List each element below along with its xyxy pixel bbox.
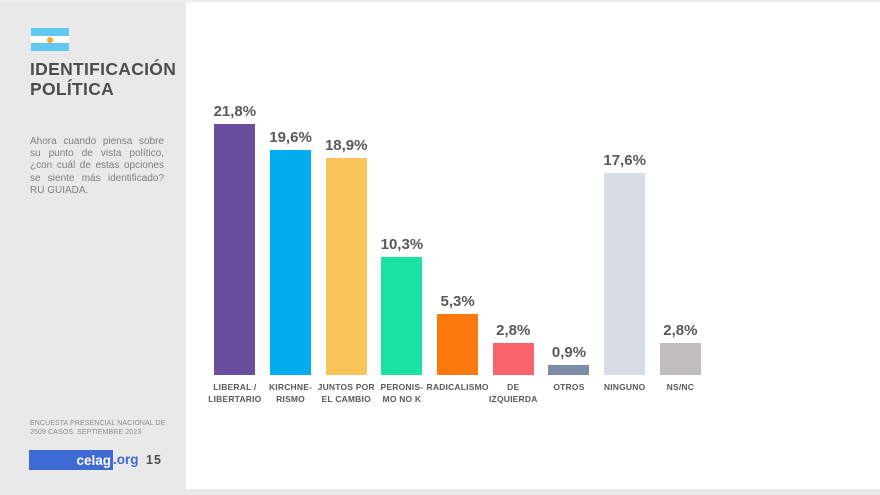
category-label: KIRCHNE- RISMO <box>255 382 327 406</box>
bar-value-label: 17,6% <box>603 151 646 169</box>
footer-row: celag .org 15 <box>29 450 162 471</box>
survey-note-line-1: ENCUESTA PRESENCIAL NACIONAL DE <box>30 420 166 427</box>
flag-stripe-bottom <box>31 43 69 52</box>
category-label: NINGUNO <box>589 382 661 394</box>
bar-value-label: 2,8% <box>663 321 698 339</box>
page-title-line-1: IDENTIFICACIÓN <box>30 59 177 79</box>
bar <box>492 342 534 375</box>
bar-column: 10,3% PERONIS- MO NO K <box>374 235 430 404</box>
top-edge-divider <box>0 0 880 2</box>
bar <box>659 342 701 375</box>
category-label-line: PERONIS- <box>380 382 424 392</box>
bottom-edge-divider <box>0 489 880 495</box>
category-label-line: NS/NC <box>666 382 695 392</box>
bar-column: 2,8% NS/NC <box>653 321 709 392</box>
category-label: PERONIS- MO NO K <box>366 382 438 406</box>
page-number: 15 <box>146 453 162 467</box>
argentina-flag-icon <box>31 28 69 52</box>
bar-value-label: 21,8% <box>213 103 257 121</box>
chart-area: 21,8% LIBERAL / LIBERTARIO 19,6% KIRCHNE- RIS… <box>186 0 880 495</box>
category-label-line: LIBERAL / <box>213 382 257 392</box>
category-label-line: NINGUNO <box>603 382 646 392</box>
bar-column: 17,6% NINGUNO <box>597 151 653 392</box>
bar <box>548 364 590 375</box>
celag-logo-box: celag <box>29 450 113 470</box>
celag-logo-suffix: .org <box>113 452 139 467</box>
bar-value-label: 10,3% <box>380 235 424 253</box>
category-label: JUNTOS POR EL CAMBIO <box>310 382 382 406</box>
category-label-line: JUNTOS POR <box>317 382 375 392</box>
bar-value-label: 2,8% <box>496 321 531 339</box>
bar-column: 21,8% LIBERAL / LIBERTARIO <box>207 103 263 404</box>
category-label-line: IZQUIERDA <box>489 393 538 404</box>
category-label-line: EL CAMBIO <box>321 393 371 404</box>
bar <box>437 314 479 375</box>
category-label: NS/NC <box>644 382 716 394</box>
celag-logo-link[interactable]: celag .org <box>29 450 139 470</box>
category-label: RADICALISMO <box>422 382 494 394</box>
category-label: DE IZQUIERDA <box>477 382 549 406</box>
category-label-line: KIRCHNE- <box>268 382 313 392</box>
category-label: LIBERAL / LIBERTARIO <box>199 382 271 406</box>
category-label-line: OTROS <box>553 382 585 392</box>
flag-stripe-middle <box>31 35 69 44</box>
bar-column: 0,9% OTROS <box>541 343 597 392</box>
bar <box>325 157 367 375</box>
survey-note: ENCUESTA PRESENCIAL NACIONAL DE 2509 CAS… <box>30 419 180 438</box>
bar-column: 5,3% RADICALISMO <box>427 293 489 392</box>
bar-column: 2,8% DE IZQUIERDA <box>485 321 541 404</box>
bar <box>381 256 423 375</box>
category-label-line: MO NO K <box>382 393 422 404</box>
bar-column: 18,9% JUNTOS POR EL CAMBIO <box>318 136 375 404</box>
bar-value-label: 0,9% <box>551 343 587 361</box>
bar <box>214 124 256 375</box>
sun-icon <box>47 36 53 43</box>
category-label: OTROS <box>533 382 605 394</box>
flag-stripe-top <box>31 28 69 36</box>
category-label-line: LIBERTARIO <box>208 393 262 404</box>
page-title-line-2: POLÍTICA <box>30 78 115 99</box>
bar-value-label: 18,9% <box>324 136 368 154</box>
survey-note-line-2: 2509 CASOS. SEPTIEMBRE 2023 <box>30 429 142 437</box>
sidebar: IDENTIFICACIÓN POLÍTICA Ahora cuando pie… <box>0 0 186 495</box>
survey-question-text: Ahora cuando piensa sobre su punto de vi… <box>30 136 164 196</box>
bar-column: 19,6% KIRCHNE- RISMO <box>263 128 319 404</box>
category-label-line: DE <box>507 382 520 392</box>
bar <box>604 172 646 375</box>
page-title: IDENTIFICACIÓN POLÍTICA <box>30 59 177 100</box>
category-label-line: RADICALISMO <box>426 382 489 392</box>
category-label-line: RISMO <box>276 393 305 404</box>
bar <box>270 149 312 375</box>
bar-value-label: 19,6% <box>269 128 312 146</box>
bar-value-label: 5,3% <box>440 293 475 311</box>
bar-chart: 21,8% LIBERAL / LIBERTARIO 19,6% KIRCHNE- RIS… <box>207 0 709 404</box>
